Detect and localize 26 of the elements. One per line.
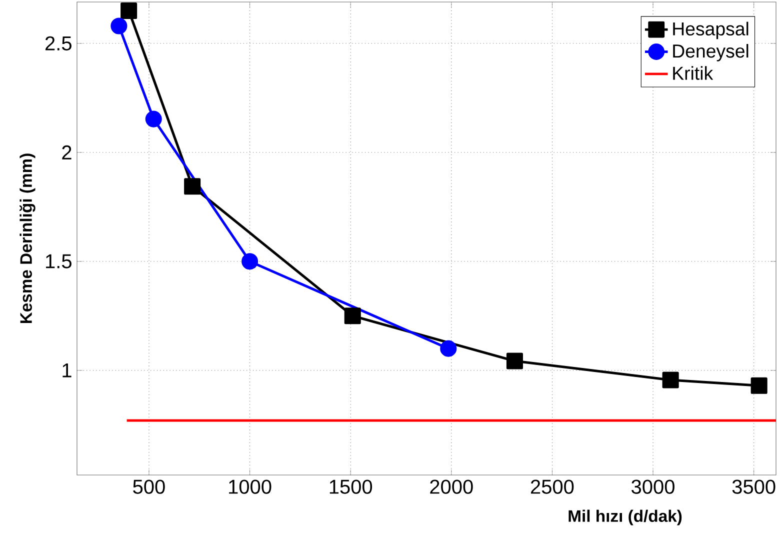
point (440, 340, 457, 357)
point (662, 372, 679, 388)
x-tick-label: 1000 (229, 480, 272, 494)
legend-label: Hesapsal (673, 22, 748, 40)
x-tick-label: 3000 (632, 480, 674, 494)
x-tick-label: 500 (133, 480, 165, 494)
x-tick-label: 2000 (430, 480, 473, 494)
x-axis-title: Mil hızı (d/dak) (568, 510, 682, 526)
point (242, 253, 258, 270)
legend-label: Kritik (673, 66, 714, 80)
point (344, 308, 361, 324)
y-tick-label: 1 (62, 363, 72, 378)
point (145, 110, 162, 128)
y-tick-label: 2 (62, 145, 72, 160)
point (506, 352, 523, 370)
point (110, 18, 128, 34)
x-tick-label: 3500 (732, 480, 776, 494)
x-tick-label: 1500 (330, 480, 372, 494)
y-tick-label: 2.5 (45, 36, 72, 50)
point (120, 2, 138, 19)
y-axis-title: Kesme Derinliği (mm) (20, 154, 36, 324)
legend-label: Deneysel (673, 44, 748, 62)
y-tick-label: 1.5 (46, 254, 72, 268)
point (750, 377, 768, 394)
x-tick-label: 2500 (530, 480, 574, 494)
point (184, 178, 201, 195)
